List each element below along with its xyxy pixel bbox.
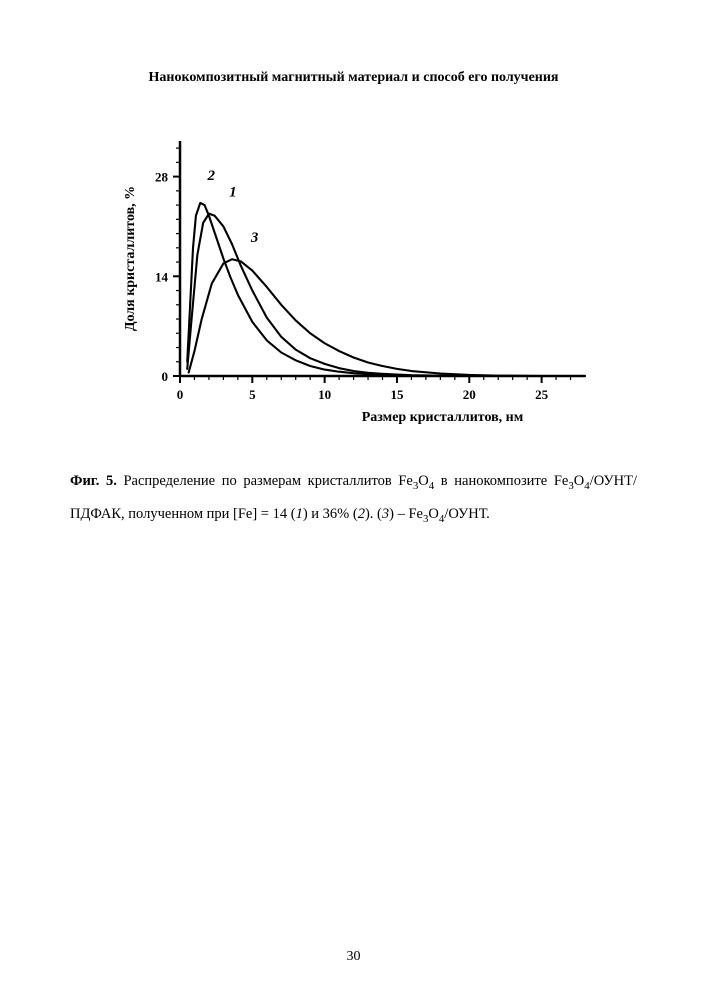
caption-series-ref: 2 — [358, 506, 365, 522]
svg-text:2: 2 — [206, 168, 215, 184]
caption-text: O — [574, 473, 584, 489]
crystallite-distribution-chart: 0 5 10 15 20 25 0 14 28 21 3 Размер кристаллитов, н… — [110, 126, 600, 436]
svg-text:Доля кристаллитов, %: Доля кристаллитов, % — [123, 186, 138, 331]
svg-text:0: 0 — [162, 369, 169, 384]
caption-text: O — [418, 473, 428, 489]
svg-text:15: 15 — [390, 387, 404, 402]
page-number: 30 — [347, 949, 361, 965]
svg-text:0: 0 — [177, 387, 184, 402]
caption-text: O — [428, 506, 438, 522]
svg-text:10: 10 — [318, 387, 331, 402]
svg-text:14: 14 — [155, 269, 169, 284]
svg-text:Размер кристаллитов, нм: Размер кристаллитов, нм — [362, 410, 524, 425]
figure-5-chart: 0 5 10 15 20 25 0 14 28 21 3 Размер кристаллитов, н… — [110, 126, 590, 436]
caption-text: ) и 36% ( — [303, 506, 358, 522]
caption-series-ref: 1 — [296, 506, 303, 522]
caption-text: /ОУНТ. — [444, 506, 489, 522]
caption-text: ). ( — [365, 506, 382, 522]
caption-text: Распределение по размерам кристаллитов F… — [117, 473, 413, 489]
svg-text:28: 28 — [155, 170, 169, 185]
figure-5-caption: Фиг. 5. Распределение по размерам криста… — [70, 466, 637, 532]
svg-text:20: 20 — [463, 387, 476, 402]
svg-text:1: 1 — [229, 185, 237, 201]
caption-figure-label: Фиг. 5. — [70, 473, 117, 489]
svg-text:3: 3 — [250, 230, 259, 246]
caption-text: в нанокомпозите Fe — [434, 473, 568, 489]
svg-text:25: 25 — [535, 387, 549, 402]
page-header-title: Нанокомпозитный магнитный материал и спо… — [70, 70, 637, 86]
caption-text: ) – Fe — [389, 506, 423, 522]
svg-text:5: 5 — [249, 387, 256, 402]
